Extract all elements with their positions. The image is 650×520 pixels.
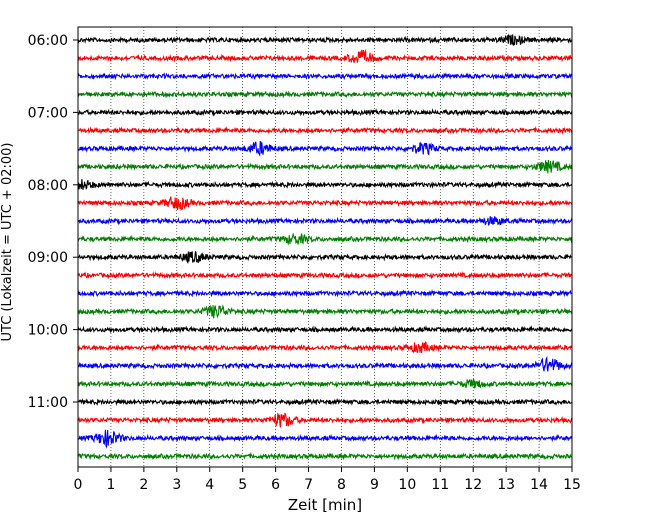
x-tick-label: 8 — [337, 477, 346, 493]
trace-1015 — [77, 341, 573, 354]
trace-1000 — [77, 325, 573, 334]
trace-1115 — [77, 412, 573, 428]
trace-0915 — [77, 271, 573, 280]
trace-0600 — [77, 33, 573, 46]
x-tick-label: 15 — [563, 477, 581, 493]
y-axis-label: UTC (Lokalzeit = UTC + 02:00) — [0, 143, 15, 342]
y-axis-ticks: 06:00 07:00 08:00 09:00 10:00 11:00 — [28, 33, 78, 411]
x-tick-label: 3 — [172, 477, 181, 493]
x-tick-label: 5 — [238, 477, 247, 493]
trace-0930 — [77, 289, 573, 298]
y-tick-label: 11:00 — [28, 395, 68, 411]
x-tick-label: 13 — [497, 477, 515, 493]
vertical-grid — [110, 27, 540, 467]
trace-0730 — [77, 140, 573, 157]
trace-1145 — [77, 451, 573, 461]
x-axis-label: Zeit [min] — [288, 496, 362, 514]
x-tick-label: 6 — [271, 477, 280, 493]
trace-0745 — [77, 159, 573, 174]
plot-frame — [77, 26, 573, 468]
x-tick-label: 10 — [398, 477, 416, 493]
x-tick-label: 7 — [304, 477, 313, 493]
trace-0945 — [77, 304, 573, 319]
y-tick-label: 07:00 — [28, 105, 68, 121]
x-tick-label: 12 — [464, 477, 482, 493]
seismogram-traces — [77, 33, 573, 461]
trace-0800 — [77, 179, 573, 190]
trace-0645 — [77, 90, 573, 99]
trace-1100 — [77, 397, 573, 407]
trace-0615 — [77, 48, 573, 64]
x-tick-label: 9 — [370, 477, 379, 493]
x-tick-label: 2 — [139, 477, 148, 493]
x-axis-ticks: 0 1 2 3 4 5 6 7 8 9 10 11 12 13 14 15 — [74, 467, 581, 493]
trace-0700 — [77, 108, 573, 117]
trace-1045 — [77, 378, 573, 389]
trace-1030 — [77, 355, 573, 372]
x-tick-label: 4 — [205, 477, 214, 493]
trace-0815 — [77, 196, 573, 211]
trace-0830 — [77, 216, 573, 226]
trace-0630 — [77, 72, 573, 81]
y-tick-label: 06:00 — [28, 33, 68, 49]
trace-0900 — [77, 251, 573, 265]
x-tick-label: 0 — [74, 477, 83, 493]
trace-0845 — [77, 232, 573, 246]
trace-0715 — [77, 126, 573, 135]
trace-1130 — [77, 429, 573, 449]
x-tick-label: 1 — [106, 477, 115, 493]
y-tick-label: 09:00 — [28, 250, 68, 266]
y-tick-label: 08:00 — [28, 178, 68, 194]
x-tick-label: 14 — [530, 477, 548, 493]
x-tick-label: 11 — [431, 477, 449, 493]
y-tick-label: 10:00 — [28, 323, 68, 339]
